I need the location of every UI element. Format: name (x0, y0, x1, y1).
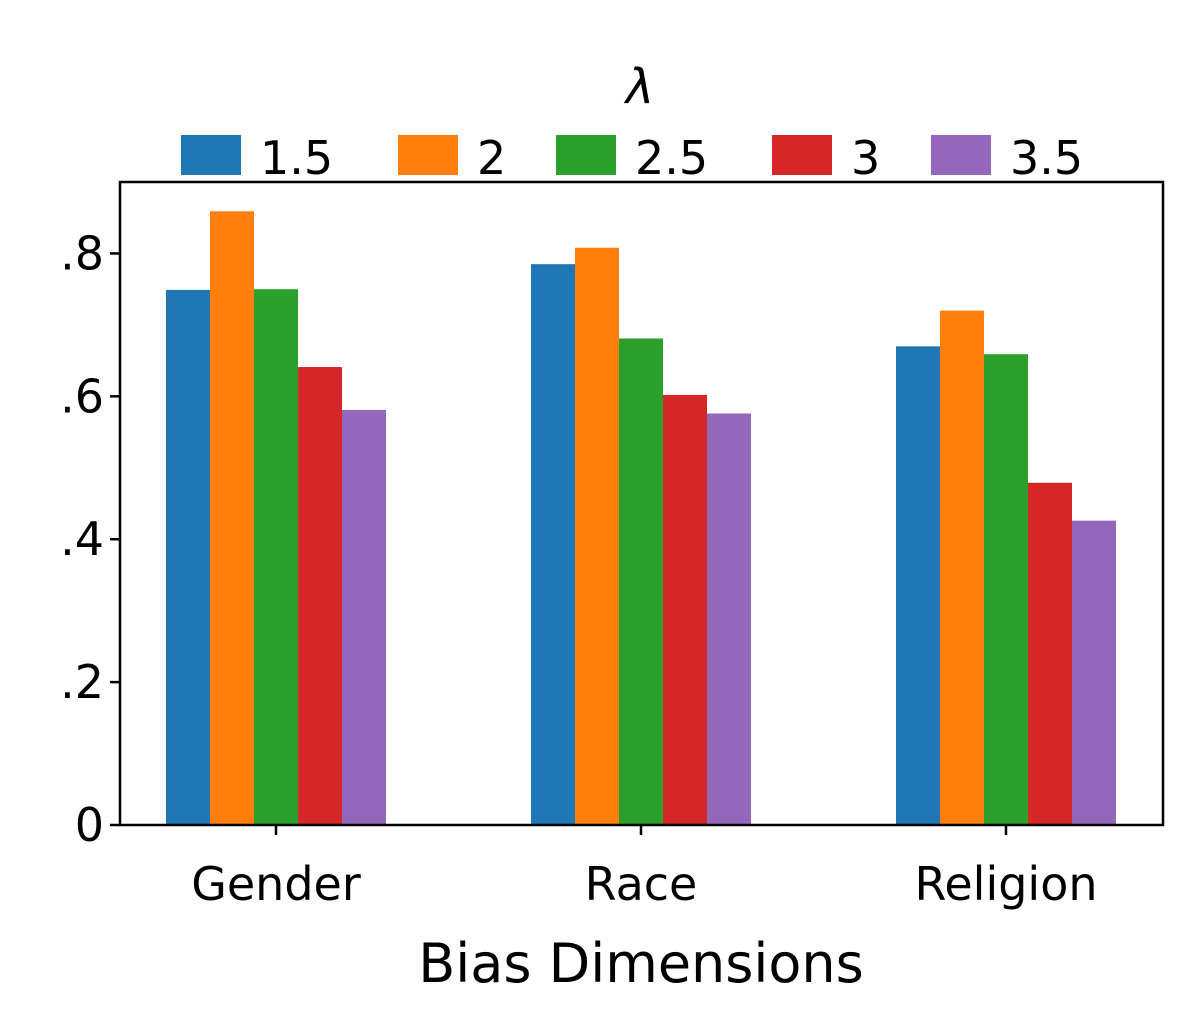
bar-gender-2 (210, 211, 254, 825)
legend-swatch-2 (398, 135, 458, 175)
bar-race-2 (575, 247, 619, 825)
plot-frame (118, 180, 1165, 827)
x-axis: Gender Race Religion (191, 825, 1098, 911)
bar-gender-2_5 (254, 289, 298, 826)
bar-religion-3 (1028, 482, 1072, 825)
bar-religion-2 (940, 310, 984, 826)
bar-race-1_5 (531, 264, 575, 825)
bar-race-3 (663, 394, 707, 825)
legend-label-2: 2 (477, 131, 506, 185)
bars-group (166, 211, 1116, 826)
y-axis: 0 .2 .4 .6 .8 (60, 226, 120, 852)
x-tick-label-gender: Gender (191, 857, 361, 911)
y-tick-label: .2 (60, 655, 104, 709)
bar-religion-2_5 (984, 354, 1028, 825)
x-axis-title: Bias Dimensions (418, 932, 864, 995)
bar-race-2_5 (619, 338, 663, 825)
legend-label-1_5: 1.5 (260, 131, 333, 185)
legend-label-3_5: 3.5 (1010, 131, 1083, 185)
legend-swatch-3_5 (931, 135, 991, 175)
bar-religion-1_5 (896, 346, 940, 825)
bar-religion-3_5 (1072, 520, 1116, 825)
legend-swatch-3 (772, 135, 832, 175)
x-tick-label-race: Race (585, 857, 698, 911)
y-tick-label: 0 (75, 798, 104, 852)
legend: λ 1.5 2 2.5 3 3.5 (181, 59, 1083, 185)
y-tick-label: .6 (60, 369, 104, 423)
bar-gender-3_5 (342, 409, 386, 825)
bar-gender-1_5 (166, 289, 210, 825)
bar-race-3_5 (707, 413, 751, 825)
y-tick-label: .4 (60, 512, 104, 566)
legend-label-2_5: 2.5 (635, 131, 708, 185)
legend-label-3: 3 (851, 131, 880, 185)
legend-swatch-1_5 (181, 135, 241, 175)
x-tick-label-religion: Religion (914, 857, 1097, 911)
y-tick-label: .8 (60, 226, 104, 280)
legend-title: λ (623, 59, 654, 115)
bar-gender-3 (298, 367, 342, 825)
legend-swatch-2_5 (556, 135, 616, 175)
